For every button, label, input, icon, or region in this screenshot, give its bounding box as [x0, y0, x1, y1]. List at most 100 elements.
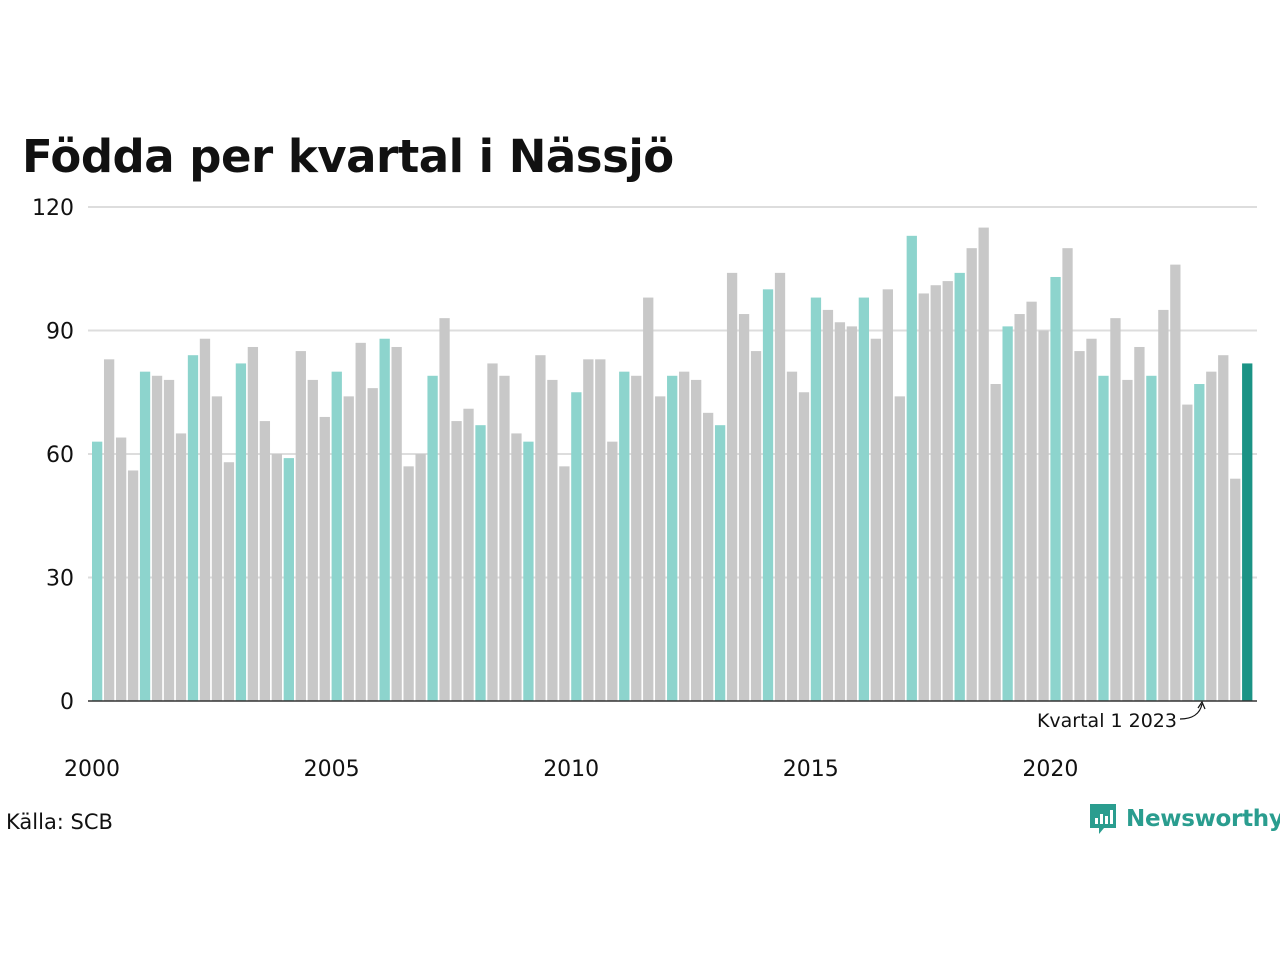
bar	[295, 351, 306, 701]
bar	[978, 227, 989, 701]
bar	[631, 375, 642, 701]
bar	[223, 462, 235, 701]
bar	[139, 371, 151, 701]
bar	[702, 412, 714, 701]
bar	[451, 421, 462, 701]
bar	[151, 375, 163, 701]
bar	[750, 351, 762, 701]
bar	[523, 441, 534, 701]
bar	[487, 363, 498, 701]
bar	[1014, 314, 1025, 701]
bars	[92, 227, 1253, 702]
bar	[187, 355, 199, 701]
newsworthy-logo-icon	[1090, 804, 1116, 834]
bar	[355, 342, 366, 701]
bar	[1242, 363, 1253, 701]
annotation-arrowhead	[1197, 700, 1206, 710]
bar	[427, 375, 438, 701]
bar	[643, 297, 654, 701]
bar	[92, 441, 103, 701]
annotation-arrow	[1179, 703, 1203, 720]
axes: 0 30 60 90 120 2000 2005 2010 2015 2020	[32, 196, 1257, 782]
bar	[103, 359, 115, 701]
bar	[115, 437, 127, 701]
bar	[846, 326, 858, 701]
x-tick-label: 2000	[64, 757, 120, 782]
annotation-label: Kvartal 1 2023	[1037, 710, 1177, 732]
bar	[894, 396, 905, 701]
bar	[1050, 276, 1061, 701]
bar	[619, 371, 630, 701]
bar	[1086, 338, 1097, 701]
bar	[127, 470, 139, 701]
bar	[679, 371, 690, 701]
bar	[331, 371, 342, 701]
bar	[379, 338, 390, 701]
bar	[1002, 326, 1013, 701]
bar	[235, 363, 247, 701]
bar	[930, 285, 941, 701]
bar	[1194, 384, 1205, 701]
bar	[319, 416, 330, 701]
bar	[738, 314, 750, 701]
x-tick-label: 2020	[1022, 757, 1078, 782]
bar	[954, 272, 965, 701]
bar	[822, 309, 834, 701]
bar	[966, 248, 977, 702]
bar	[595, 359, 606, 701]
y-tick-label: 90	[46, 320, 74, 345]
bar	[283, 458, 294, 701]
bar	[259, 421, 271, 701]
bar	[667, 375, 678, 701]
bar	[403, 466, 414, 701]
bar	[990, 384, 1001, 701]
bar	[906, 235, 917, 701]
bar	[271, 454, 282, 701]
bar	[1074, 351, 1085, 701]
bar	[343, 396, 354, 701]
bar	[1026, 301, 1037, 701]
bar	[882, 289, 893, 701]
bar	[475, 425, 486, 701]
bar	[834, 322, 846, 701]
bar	[655, 396, 666, 701]
bar	[583, 359, 594, 701]
bar	[774, 272, 786, 701]
annotation-layer: Kvartal 1 2023	[1037, 700, 1206, 732]
bar	[1182, 404, 1193, 701]
y-tick-label: 0	[60, 690, 74, 715]
bar	[547, 379, 558, 701]
bar	[1038, 330, 1049, 701]
bar	[367, 388, 378, 701]
bar	[942, 281, 953, 701]
bar	[247, 346, 259, 701]
bar	[726, 272, 738, 701]
bar	[415, 454, 426, 701]
bar	[918, 293, 929, 701]
y-tick-label: 60	[46, 443, 74, 468]
bar	[535, 355, 546, 701]
source-credit: Källa: SCB	[6, 810, 113, 834]
brand-logo: Newsworthy	[1088, 802, 1280, 836]
bar	[1230, 478, 1241, 701]
y-tick-label: 30	[46, 567, 74, 592]
x-tick-label: 2015	[783, 757, 839, 782]
bar	[1134, 346, 1145, 701]
bar	[607, 441, 618, 701]
bar	[1158, 309, 1169, 701]
bar	[1218, 355, 1229, 701]
bar	[559, 466, 570, 701]
bar	[391, 346, 402, 701]
bar	[1062, 248, 1073, 702]
bar	[1170, 264, 1181, 701]
bar	[511, 433, 522, 701]
bar	[163, 379, 175, 701]
chart-title: Födda per kvartal i Nässjö	[22, 130, 674, 183]
bar	[1098, 375, 1109, 701]
bar	[175, 433, 187, 701]
bar	[1146, 375, 1157, 701]
bar	[858, 297, 870, 701]
x-tick-label: 2010	[543, 757, 599, 782]
bar	[691, 379, 702, 701]
